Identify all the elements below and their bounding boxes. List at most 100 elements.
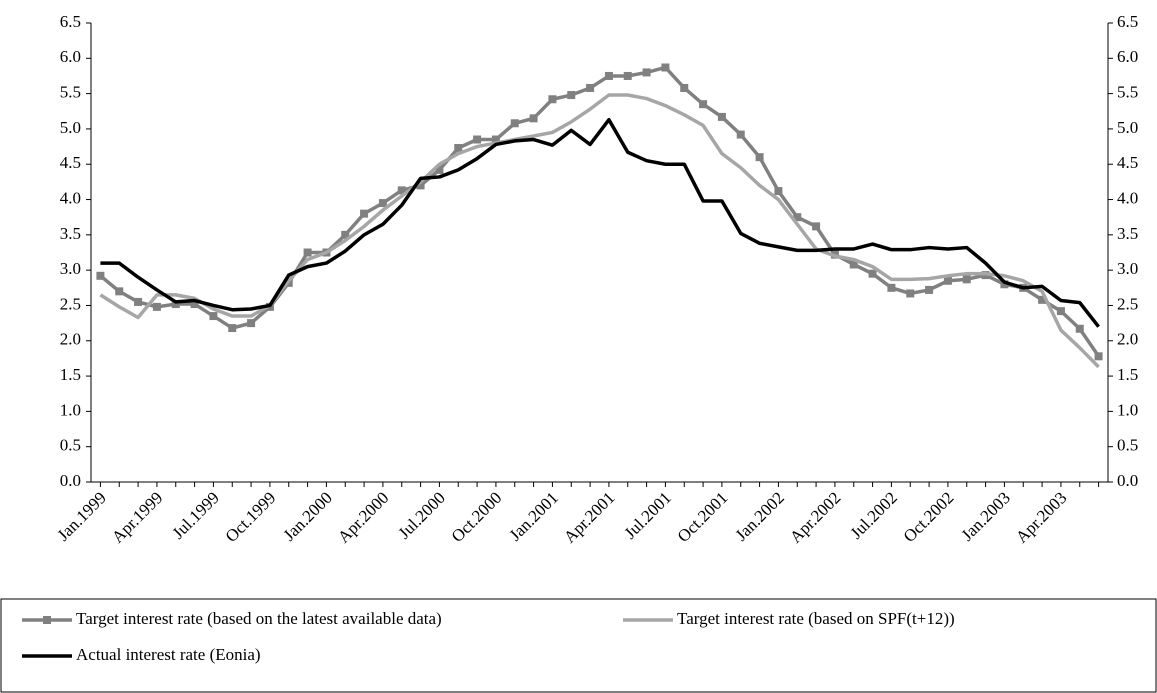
data-point <box>303 248 312 257</box>
data-point <box>378 199 387 208</box>
data-point <box>1000 280 1009 289</box>
y-tick-label: 0.5 <box>60 436 81 455</box>
data-point <box>397 186 406 195</box>
data-point <box>360 209 369 218</box>
data-point <box>171 300 180 309</box>
y-tick-label: 6.0 <box>60 47 81 66</box>
data-point <box>548 95 557 104</box>
x-tick-label: Jul.1999 <box>168 488 223 543</box>
legend-label: Target interest rate (based on SPF(t+12)… <box>677 609 955 628</box>
data-point <box>642 68 651 77</box>
y-tick-label: 6.5 <box>60 12 81 31</box>
x-tick-label: Oct.2000 <box>448 488 506 546</box>
legend-label: Actual interest rate (Eonia) <box>76 645 261 664</box>
y2-tick-label: 1.5 <box>1117 365 1138 384</box>
y-tick-label: 4.0 <box>60 188 81 207</box>
x-tick-label: Jul.2000 <box>394 488 449 543</box>
x-tick-label: Jan.2001 <box>505 488 562 545</box>
data-point <box>454 143 463 152</box>
data-point <box>1075 324 1084 333</box>
data-point <box>134 297 143 306</box>
data-point <box>868 269 877 278</box>
y-tick-label: 1.5 <box>60 365 81 384</box>
data-point <box>209 312 218 321</box>
x-tick-label: Apr.2002 <box>786 488 845 547</box>
y-tick-label: 3.5 <box>60 224 81 243</box>
data-point <box>774 187 783 196</box>
data-point <box>473 135 482 144</box>
data-point <box>115 287 124 296</box>
y2-tick-label: 0.0 <box>1117 471 1138 490</box>
x-tick-label: Apr.1999 <box>108 488 167 547</box>
data-point <box>416 181 425 190</box>
data-point <box>849 260 858 269</box>
data-point <box>491 135 500 144</box>
data-point <box>812 222 821 231</box>
data-point <box>228 324 237 333</box>
x-tick-label: Apr.2001 <box>560 488 619 547</box>
data-point <box>906 289 915 298</box>
x-tick-label: Oct.2002 <box>900 488 958 546</box>
data-point <box>96 271 105 280</box>
y2-tick-label: 6.0 <box>1117 47 1138 66</box>
legend-box <box>0 598 1157 693</box>
data-point <box>661 63 670 72</box>
data-point <box>925 285 934 294</box>
data-point <box>435 165 444 174</box>
x-tick-label: Jan.1999 <box>53 488 110 545</box>
data-point <box>962 275 971 284</box>
data-point <box>586 83 595 92</box>
y2-tick-label: 6.5 <box>1117 12 1138 31</box>
y-tick-label: 3.0 <box>60 259 81 278</box>
y-tick-label: 2.0 <box>60 330 81 349</box>
y2-tick-label: 3.0 <box>1117 259 1138 278</box>
y2-tick-label: 5.0 <box>1117 118 1138 137</box>
y-tick-label: 4.5 <box>60 153 81 172</box>
data-point <box>190 300 199 309</box>
y2-tick-label: 4.5 <box>1117 153 1138 172</box>
x-tick-label: Jul.2002 <box>846 488 901 543</box>
y-tick-label: 1.0 <box>60 400 81 419</box>
x-tick-label: Jul.2001 <box>620 488 675 543</box>
legend-label: Target interest rate (based on the lates… <box>76 609 442 628</box>
y-tick-label: 2.5 <box>60 294 81 313</box>
legend-marker <box>43 616 51 624</box>
y2-tick-label: 2.5 <box>1117 294 1138 313</box>
data-point <box>510 119 519 128</box>
series-line <box>99 65 1101 358</box>
series-line <box>100 117 1100 328</box>
x-tick-label: Oct.1999 <box>222 488 280 546</box>
data-point <box>943 276 952 285</box>
data-point <box>341 230 350 239</box>
data-point <box>152 302 161 311</box>
data-point <box>623 71 632 80</box>
data-point <box>680 83 689 92</box>
data-point <box>699 100 708 109</box>
y-tick-label: 5.0 <box>60 118 81 137</box>
data-point <box>755 153 764 162</box>
data-point <box>247 319 256 328</box>
y2-tick-label: 4.0 <box>1117 188 1138 207</box>
data-point <box>887 283 896 292</box>
y2-tick-label: 0.5 <box>1117 436 1138 455</box>
data-point <box>1038 295 1047 304</box>
data-point <box>1094 352 1103 361</box>
y2-tick-label: 2.0 <box>1117 330 1138 349</box>
data-point <box>793 213 802 222</box>
y2-tick-label: 1.0 <box>1117 400 1138 419</box>
y-tick-label: 0.0 <box>60 471 81 490</box>
data-point <box>717 112 726 121</box>
x-tick-label: Jan.2002 <box>731 488 788 545</box>
x-tick-label: Jan.2003 <box>957 488 1014 545</box>
data-point <box>736 130 745 139</box>
y-tick-label: 5.5 <box>60 83 81 102</box>
x-tick-label: Apr.2003 <box>1012 488 1071 547</box>
data-point <box>1056 307 1065 316</box>
data-point <box>567 91 576 100</box>
x-tick-label: Jan.2000 <box>279 488 336 545</box>
x-tick-label: Oct.2001 <box>674 488 732 546</box>
data-point <box>529 114 538 123</box>
y2-tick-label: 5.5 <box>1117 83 1138 102</box>
y2-tick-label: 3.5 <box>1117 224 1138 243</box>
